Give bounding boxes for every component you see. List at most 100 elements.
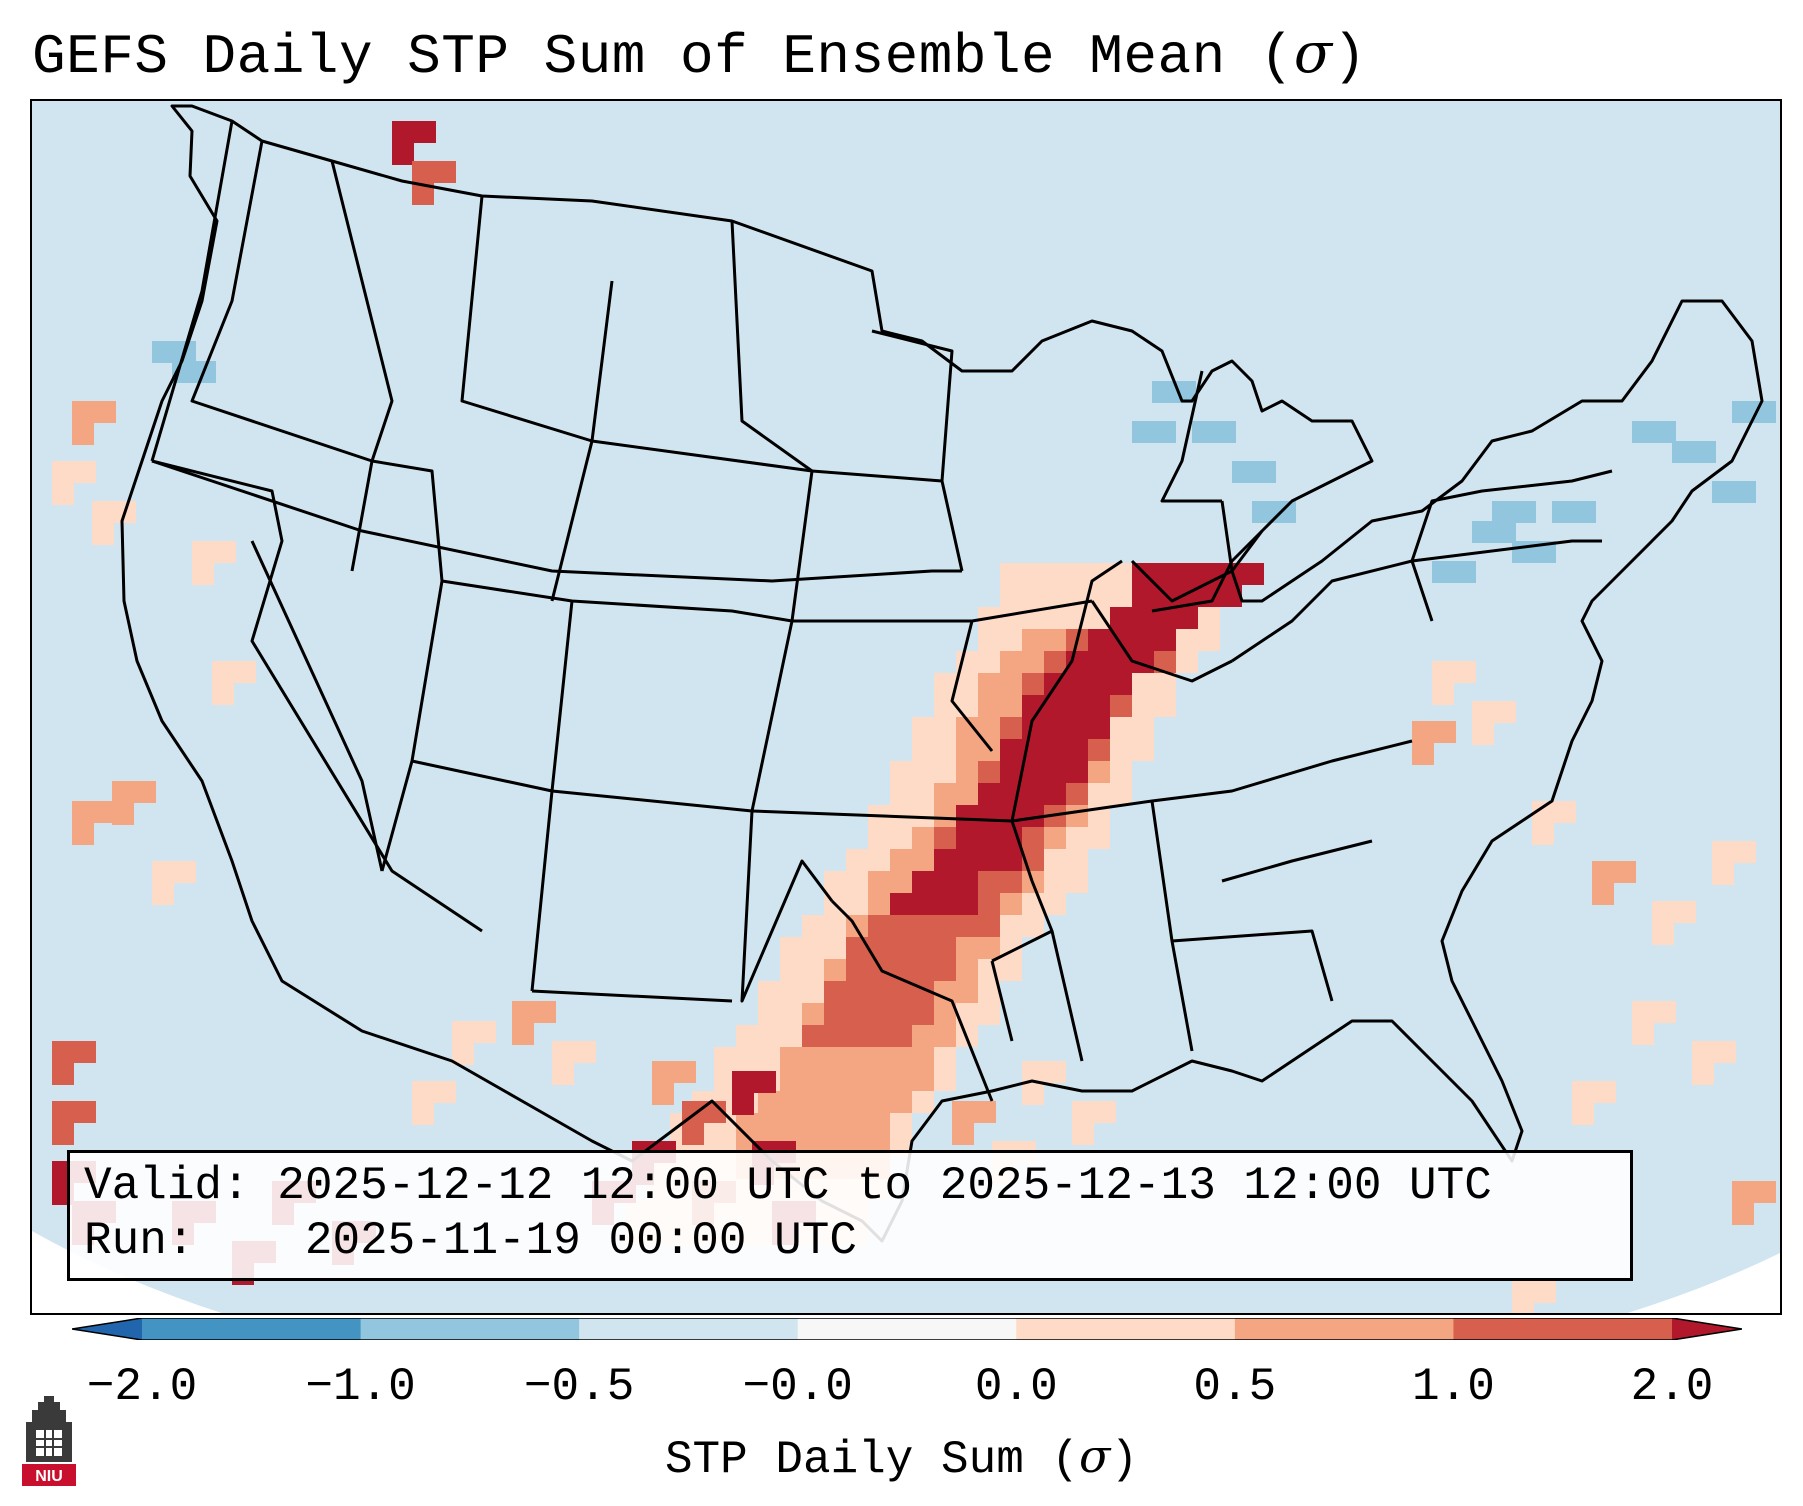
stp-cell [1712, 863, 1734, 885]
map-panel[interactable] [30, 99, 1782, 1315]
stp-cell [1632, 1001, 1654, 1023]
stp-cell [1066, 695, 1088, 717]
stp-cell [474, 1021, 496, 1043]
stp-cell [112, 803, 134, 825]
stp-cell [1176, 629, 1198, 651]
stp-cell [934, 1069, 956, 1091]
stp-cell [1044, 563, 1066, 585]
stp-cell [978, 739, 1000, 761]
chart-title: GEFS Daily STP Sum of Ensemble Mean (σ) [32, 21, 1367, 89]
stp-cell [1022, 673, 1044, 695]
stp-cell [704, 1101, 726, 1123]
stp-cell [1044, 651, 1066, 673]
stp-cell [1000, 607, 1022, 629]
stp-cell [1088, 607, 1110, 629]
stp-cell [1154, 695, 1176, 717]
colorbar-tick-label: 1.0 [1412, 1361, 1495, 1413]
stp-cell [934, 937, 956, 959]
stp-cell [934, 827, 956, 849]
stp-cell [978, 915, 1000, 937]
stp-cell [956, 893, 978, 915]
stp-cell [912, 1069, 934, 1091]
stp-cell [1066, 717, 1088, 739]
stp-cell [846, 1025, 868, 1047]
stp-cell [934, 893, 956, 915]
stp-cell [780, 959, 802, 981]
stp-cell [1714, 1041, 1736, 1063]
stp-cell [934, 695, 956, 717]
stp-cell [978, 717, 1000, 739]
stp-cell [412, 1103, 434, 1125]
niu-logo: NIU [22, 1396, 76, 1486]
stp-cell [1712, 481, 1734, 503]
stp-cell [956, 849, 978, 871]
stp-cell [1254, 461, 1276, 483]
colorbar-segment [142, 1318, 362, 1340]
stp-cell [974, 1101, 996, 1123]
stp-cell [452, 1021, 474, 1043]
stp-cell [802, 981, 824, 1003]
stp-cell [846, 937, 868, 959]
stp-cell [802, 1069, 824, 1091]
stp-cell [1214, 421, 1236, 443]
stp-cell [802, 937, 824, 959]
stp-cell [846, 849, 868, 871]
stp-cell [152, 883, 174, 905]
stp-cell [212, 661, 234, 683]
stp-cell [1044, 893, 1066, 915]
stp-cell [846, 1003, 868, 1025]
stp-cell [978, 695, 1000, 717]
stp-cell [1022, 1083, 1044, 1105]
stp-cell [1000, 959, 1022, 981]
stp-cell [1232, 461, 1254, 483]
stp-cell [1110, 585, 1132, 607]
stp-cell [1592, 883, 1614, 905]
stp-cell [1572, 1081, 1594, 1103]
stp-cell [1692, 1063, 1714, 1085]
stp-cell [732, 1071, 754, 1093]
stp-cell [1066, 827, 1088, 849]
stp-cell [1632, 421, 1654, 443]
stp-cell [952, 1101, 974, 1123]
stp-cell [824, 937, 846, 959]
stp-cell [1176, 563, 1198, 585]
stp-cell [452, 1043, 474, 1065]
stp-cell [1044, 629, 1066, 651]
stp-cell [846, 1113, 868, 1135]
stp-cell [1176, 607, 1198, 629]
stp-cell [1734, 481, 1756, 503]
stp-cell [846, 1069, 868, 1091]
stp-cell [234, 661, 256, 683]
stp-cell [956, 959, 978, 981]
stp-cell [1132, 739, 1154, 761]
stp-cell [1110, 651, 1132, 673]
stp-cell [1022, 783, 1044, 805]
stp-cell [152, 861, 174, 883]
stp-cell [890, 1047, 912, 1069]
stp-cell [1044, 761, 1066, 783]
stp-cell [802, 1113, 824, 1135]
stp-cell [1110, 607, 1132, 629]
stp-cell [1132, 695, 1154, 717]
stp-cell [1066, 673, 1088, 695]
colorbar-segment [579, 1318, 799, 1340]
stp-cell [780, 1047, 802, 1069]
stp-cell [1000, 915, 1022, 937]
stp-cell [94, 401, 116, 423]
stp-cell [74, 1101, 96, 1123]
stp-cell [780, 1003, 802, 1025]
stp-cell [912, 959, 934, 981]
stp-cell [824, 959, 846, 981]
stp-cell [92, 523, 114, 545]
colorbar-segment [1453, 1318, 1673, 1340]
stp-cell [1198, 607, 1220, 629]
stp-cell [1552, 501, 1574, 523]
stp-cell [1044, 739, 1066, 761]
stp-cell [1672, 441, 1694, 463]
stp-cell [1110, 717, 1132, 739]
stp-cell [912, 915, 934, 937]
stp-cell [1472, 701, 1494, 723]
stp-cell [890, 1091, 912, 1113]
stp-cell [956, 739, 978, 761]
stp-cell [824, 981, 846, 1003]
